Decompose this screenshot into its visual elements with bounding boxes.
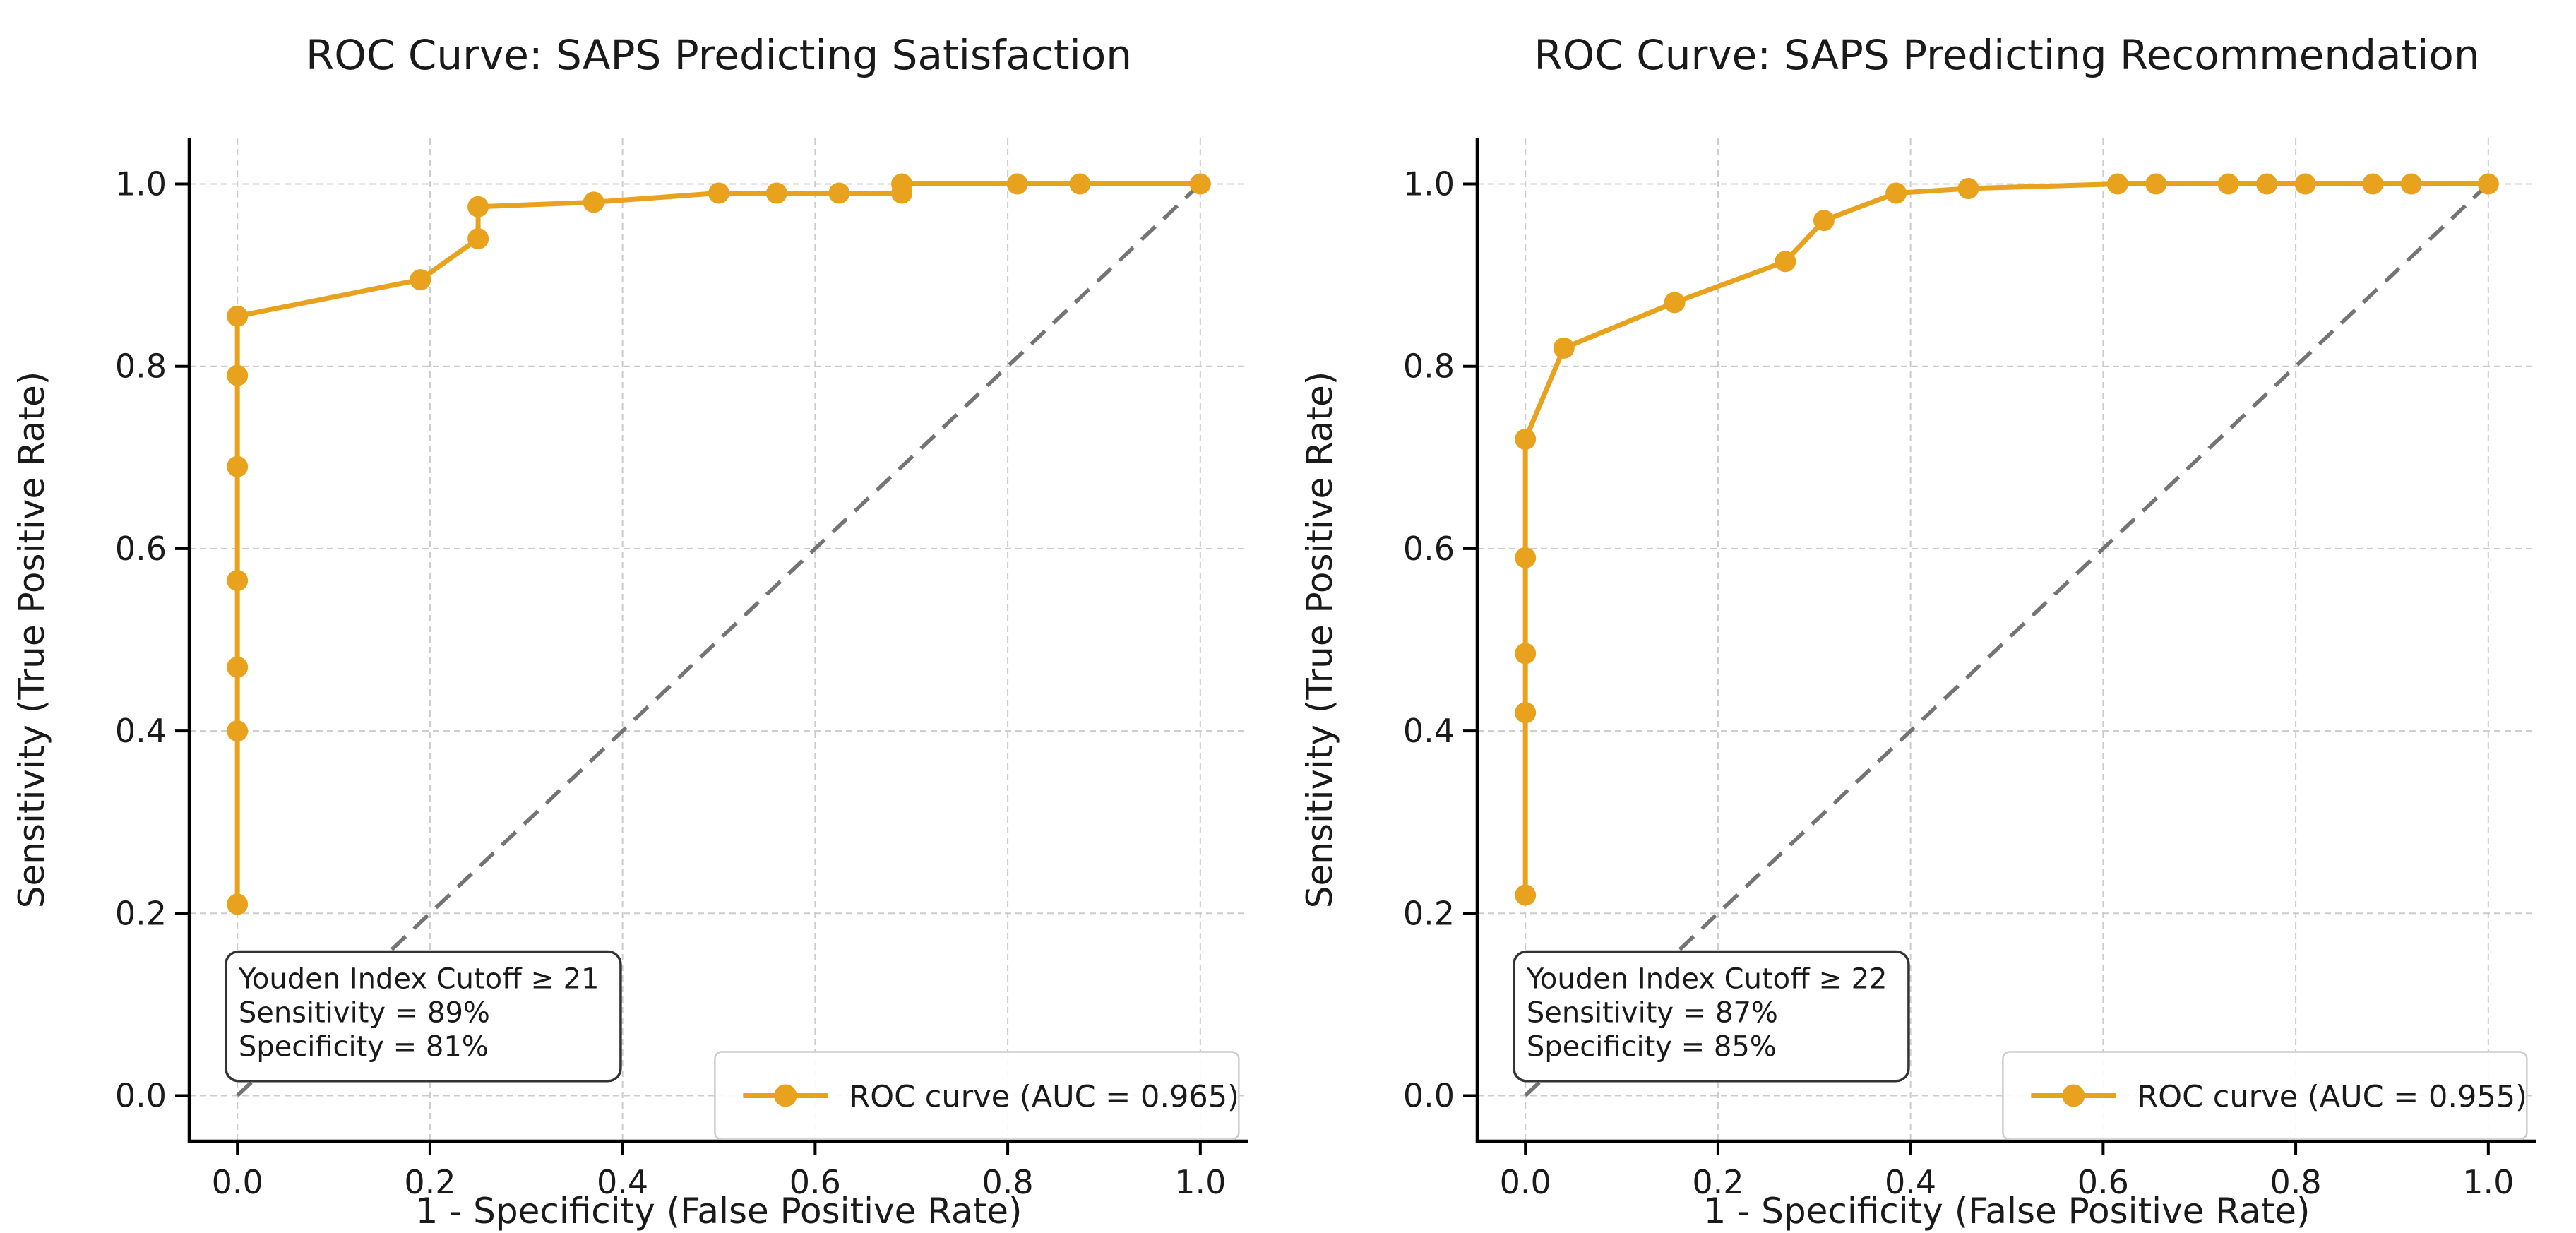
subplot-satisfaction: 0.0 0.2 0.4 0.6 0.8 1.0 0.0 0.2 0.4 0.6 0.8 1.0 ROC … <box>11 31 1248 1232</box>
roc-curve-line <box>234 181 1203 907</box>
subplot-recommendation: 0.0 0.2 0.4 0.6 0.8 1.0 0.0 0.2 0.4 0.6 0.8 1.0 ROC … <box>1288 0 2576 1233</box>
y-tick-label: 0.2 <box>1403 894 1455 932</box>
roc-data-point <box>467 196 489 218</box>
roc-data-point <box>2362 173 2384 195</box>
roc-data-point <box>891 173 913 195</box>
roc-data-point <box>1515 884 1537 906</box>
y-tick-label: 0.2 <box>115 894 167 932</box>
roc-data-point <box>1957 178 1979 199</box>
x-axis-label: 1 - Specificity (False Positive Rate) <box>416 1191 1022 1232</box>
roc-curve-line <box>1522 181 2491 898</box>
chance-diagonal-line <box>236 182 1202 1097</box>
youden-annotation-line: Specificity = 85% <box>1527 1030 1777 1063</box>
y-tick-label: 0.4 <box>1403 712 1455 750</box>
roc-data-point <box>1664 292 1686 314</box>
youden-annotation-line: Youden Index Cutoff ≥ 21 <box>238 963 600 995</box>
y-tick-label: 1.0 <box>115 165 167 203</box>
roc-data-point <box>1515 702 1537 724</box>
x-tick-label: 0.4 <box>1885 1163 1936 1201</box>
roc-data-point <box>227 720 249 742</box>
roc-data-point <box>227 305 249 327</box>
x-tick-label: 0.0 <box>1500 1163 1551 1201</box>
roc-chart-satisfaction: 0.0 0.2 0.4 0.6 0.8 1.0 0.0 0.2 0.4 0.6 0.8 1.0 ROC … <box>11 31 1248 1232</box>
roc-data-point <box>1189 173 1211 195</box>
y-tick-label: 0.6 <box>115 530 167 568</box>
x-tick-label: 0.6 <box>789 1163 841 1201</box>
chance-diagonal-line <box>1524 182 2490 1097</box>
x-tick-label: 0.4 <box>597 1163 648 1201</box>
roc-data-point <box>227 570 249 592</box>
roc-data-point <box>2106 173 2128 195</box>
roc-data-point <box>227 656 249 678</box>
youden-annotation-box <box>225 950 622 1083</box>
roc-data-point <box>467 228 489 249</box>
roc-data-point <box>2400 173 2422 195</box>
roc-data-point <box>2256 173 2278 195</box>
y-axis-label: Sensitivity (True Positive Rate) <box>1299 371 1340 909</box>
legend-sample-marker-icon <box>2062 1084 2085 1107</box>
x-tick-label: 0.8 <box>982 1163 1034 1201</box>
y-tick-label: 0.8 <box>1403 347 1455 386</box>
chart-title: ROC Curve: SAPS Predicting Recommendatio… <box>1534 31 2479 79</box>
youden-annotation-line: Specificity = 81% <box>239 1030 489 1063</box>
roc-data-point <box>1813 210 1835 232</box>
y-tick-label: 0.0 <box>115 1076 167 1114</box>
x-axis-label: 1 - Specificity (False Positive Rate) <box>1704 1191 2310 1232</box>
x-tick-label: 0.6 <box>2077 1163 2129 1201</box>
youden-annotation-line: Youden Index Cutoff ≥ 22 <box>1526 963 1888 995</box>
legend-label: ROC curve (AUC = 0.955) <box>2137 1079 2527 1114</box>
roc-data-point <box>2217 173 2239 195</box>
roc-data-point <box>227 893 249 915</box>
y-tick-label: 0.4 <box>115 712 167 750</box>
y-tick-label: 0.6 <box>1403 530 1455 568</box>
roc-data-point <box>708 182 729 204</box>
roc-chart-recommendation: 0.0 0.2 0.4 0.6 0.8 1.0 0.0 0.2 0.4 0.6 0.8 1.0 ROC … <box>1299 31 2536 1232</box>
roc-data-point <box>410 269 431 291</box>
legend-box <box>714 1051 1240 1140</box>
x-tick-label: 0.0 <box>212 1163 263 1201</box>
roc-data-point <box>828 182 850 204</box>
roc-data-point <box>2294 173 2316 195</box>
x-tick-label: 0.2 <box>404 1163 455 1201</box>
roc-data-point <box>1775 251 1796 273</box>
roc-data-point <box>1885 182 1907 204</box>
roc-data-point <box>227 455 249 477</box>
roc-data-point <box>583 191 604 213</box>
roc-data-point <box>1006 173 1028 195</box>
roc-data-point <box>1515 429 1537 450</box>
legend-label: ROC curve (AUC = 0.965) <box>849 1079 1239 1114</box>
x-tick-label: 0.2 <box>1692 1163 1743 1201</box>
legend-box <box>2002 1051 2528 1140</box>
roc-data-point <box>1515 643 1537 665</box>
roc-data-point <box>1515 547 1537 568</box>
y-tick-label: 0.8 <box>115 347 167 386</box>
roc-data-point <box>765 182 787 204</box>
youden-annotation-line: Sensitivity = 89% <box>239 996 490 1029</box>
legend-sample-marker-icon <box>774 1084 797 1107</box>
youden-annotation-line: Sensitivity = 87% <box>1527 996 1778 1029</box>
roc-data-point <box>227 364 249 386</box>
roc-data-point <box>2145 173 2167 195</box>
y-tick-label: 1.0 <box>1403 165 1455 203</box>
chart-title: ROC Curve: SAPS Predicting Satisfaction <box>306 31 1132 79</box>
roc-data-point <box>1553 337 1575 359</box>
x-tick-label: 0.8 <box>2270 1163 2322 1201</box>
y-tick-label: 0.0 <box>1403 1076 1455 1114</box>
x-tick-label: 1.0 <box>1174 1163 1226 1201</box>
youden-annotation-box <box>1513 950 1910 1083</box>
roc-data-point <box>1069 173 1091 195</box>
x-tick-label: 1.0 <box>2462 1163 2514 1201</box>
roc-data-point <box>2477 173 2499 195</box>
y-axis-label: Sensitivity (True Positive Rate) <box>11 371 52 909</box>
